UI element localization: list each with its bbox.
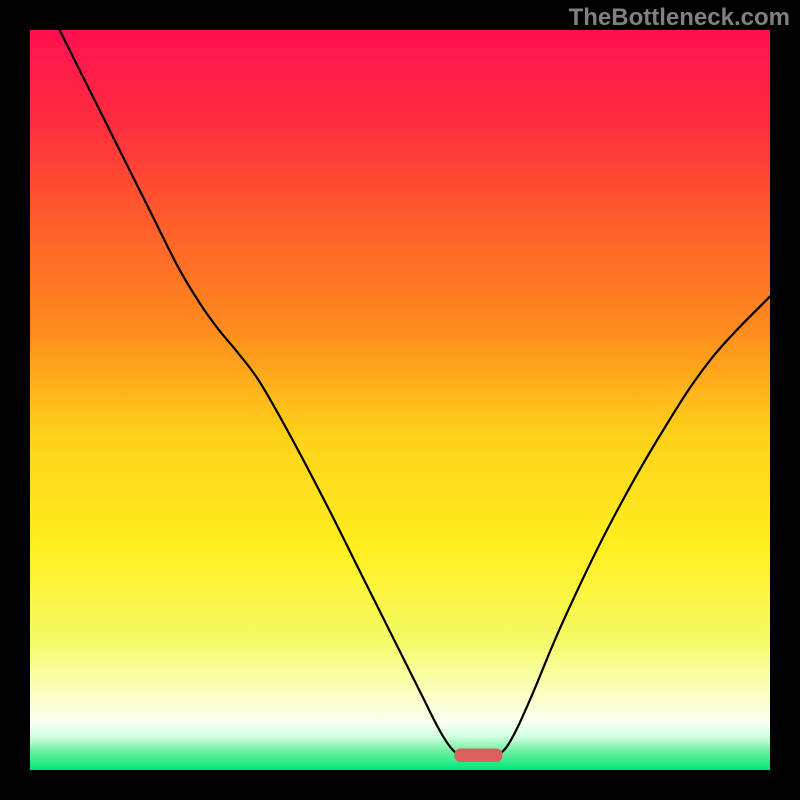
watermark-label: TheBottleneck.com bbox=[569, 4, 790, 32]
optimal-point-marker bbox=[454, 749, 502, 762]
bottleneck-chart bbox=[0, 0, 800, 800]
chart-background bbox=[30, 30, 770, 770]
